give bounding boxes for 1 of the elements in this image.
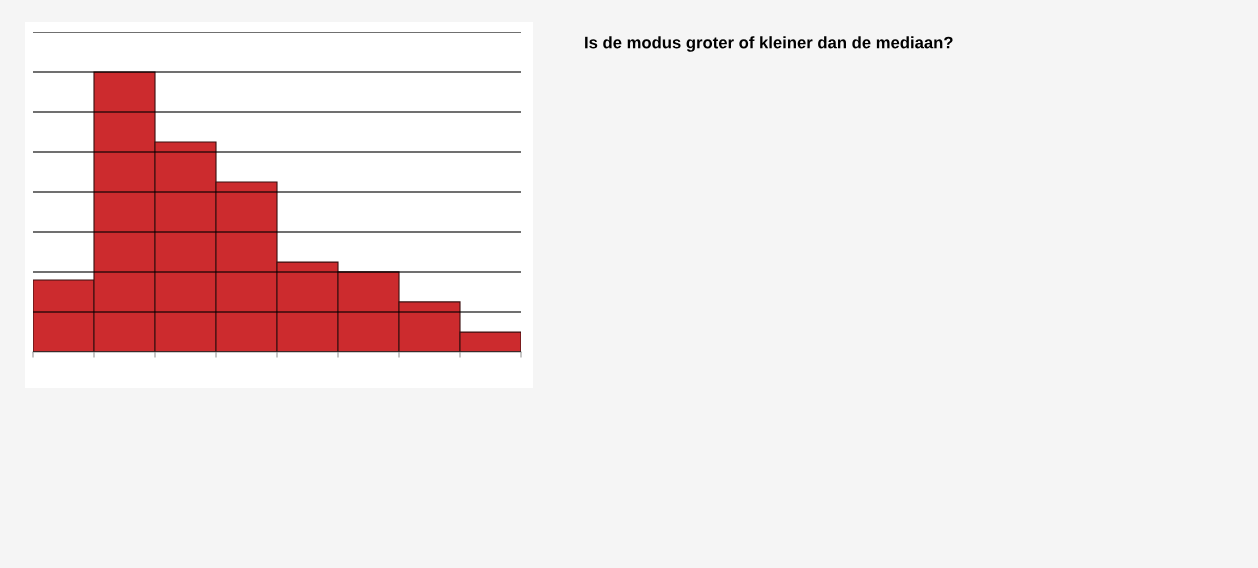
text: Is de modus groter of kleiner dan de mediaan? [585,36,953,52]
